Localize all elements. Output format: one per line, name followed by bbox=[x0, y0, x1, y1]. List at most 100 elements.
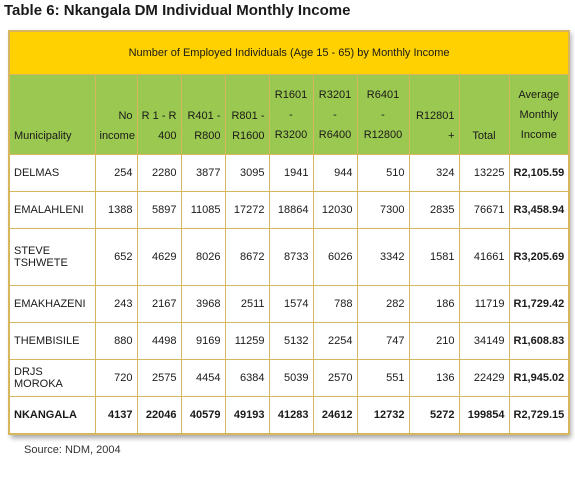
header-line: - bbox=[289, 108, 293, 121]
value-cell: 40579 bbox=[180, 396, 226, 435]
header-line: R1601 bbox=[274, 88, 308, 101]
value-cell: 8026 bbox=[180, 228, 226, 286]
value-cell: 199854 bbox=[458, 396, 510, 435]
value-cell: 210 bbox=[408, 321, 460, 361]
average-income-cell: R1,945.02 bbox=[508, 359, 570, 398]
header-line: Income bbox=[520, 128, 557, 141]
value-cell: 3968 bbox=[180, 284, 226, 323]
value-cell: 510 bbox=[356, 153, 410, 193]
header-line: Monthly bbox=[519, 108, 559, 121]
average-income-cell: R2,729.15 bbox=[508, 396, 570, 435]
table-row: NKANGALA 4137 22046 40579 49193 41283 24612 127… bbox=[8, 396, 570, 435]
value-cell: 282 bbox=[356, 284, 410, 323]
value-cell: 3342 bbox=[356, 228, 410, 286]
municipality-cell: NKANGALA bbox=[8, 396, 96, 435]
value-cell: 2570 bbox=[312, 359, 358, 398]
table-row: STEVE TSHWETE 652 4629 8026 8672 8733 6026 3342… bbox=[8, 228, 570, 286]
value-cell: 13225 bbox=[458, 153, 510, 193]
table-title: Table 6: Nkangala DM Individual Monthly … bbox=[4, 2, 351, 19]
value-cell: 41283 bbox=[268, 396, 314, 435]
value-cell: 6384 bbox=[224, 359, 270, 398]
value-cell: 5039 bbox=[268, 359, 314, 398]
header-no-income: No income bbox=[94, 74, 138, 155]
value-cell: 4137 bbox=[94, 396, 138, 435]
value-cell: 944 bbox=[312, 153, 358, 193]
municipality-cell: DELMAS bbox=[8, 153, 96, 193]
value-cell: 186 bbox=[408, 284, 460, 323]
value-cell: 41661 bbox=[458, 228, 510, 286]
value-cell: 4629 bbox=[136, 228, 182, 286]
income-table-container: Number of Employed Individuals (Age 15 -… bbox=[8, 30, 571, 435]
header-r12801-plus: R12801 + bbox=[408, 74, 460, 155]
source-note: Source: NDM, 2004 bbox=[24, 444, 121, 456]
value-cell: 8733 bbox=[268, 228, 314, 286]
header-line: R3201 bbox=[318, 88, 352, 101]
value-cell: 747 bbox=[356, 321, 410, 361]
table-row: EMAKHAZENI 243 2167 3968 2511 1574 788 282 186 11… bbox=[8, 284, 570, 323]
header-r3201-r6400: R3201 - R6400 bbox=[312, 74, 358, 155]
value-cell: 22046 bbox=[136, 396, 182, 435]
value-cell: 2167 bbox=[136, 284, 182, 323]
value-cell: 11719 bbox=[458, 284, 510, 323]
header-total: Total bbox=[458, 74, 510, 155]
value-cell: 7300 bbox=[356, 191, 410, 230]
header-line: R 1 - R bbox=[141, 110, 177, 122]
header-line: R6401 bbox=[366, 88, 400, 101]
value-cell: 880 bbox=[94, 321, 138, 361]
value-cell: 24612 bbox=[312, 396, 358, 435]
value-cell: 22429 bbox=[458, 359, 510, 398]
header-line: R3200 bbox=[274, 128, 308, 141]
value-cell: 11259 bbox=[224, 321, 270, 361]
value-cell: 9169 bbox=[180, 321, 226, 361]
value-cell: 5132 bbox=[268, 321, 314, 361]
value-cell: 5897 bbox=[136, 191, 182, 230]
value-cell: 17272 bbox=[224, 191, 270, 230]
value-cell: 1581 bbox=[408, 228, 460, 286]
header-line: No bbox=[118, 110, 133, 122]
header-r1601-r3200: R1601 - R3200 bbox=[268, 74, 314, 155]
header-r401-r800: R401 - R800 bbox=[180, 74, 226, 155]
value-cell: 2254 bbox=[312, 321, 358, 361]
value-cell: 4498 bbox=[136, 321, 182, 361]
header-line: R12801 bbox=[415, 110, 455, 122]
municipality-cell: EMALAHLENI bbox=[8, 191, 96, 230]
value-cell: 12030 bbox=[312, 191, 358, 230]
header-municipality: Municipality bbox=[8, 74, 96, 155]
table-row: DELMAS 254 2280 3877 3095 1941 944 510 324 13225 R… bbox=[8, 153, 570, 193]
value-cell: 3877 bbox=[180, 153, 226, 193]
header-line: 400 bbox=[158, 130, 177, 142]
table-row: THEMBISILE 880 4498 9169 11259 5132 2254 747 210… bbox=[8, 321, 570, 361]
average-income-cell: R1,608.83 bbox=[508, 321, 570, 361]
average-income-cell: R1,729.42 bbox=[508, 284, 570, 323]
value-cell: 18864 bbox=[268, 191, 314, 230]
value-cell: 12732 bbox=[356, 396, 410, 435]
header-line: R801 - bbox=[231, 110, 265, 122]
header-line: R1600 bbox=[232, 130, 265, 142]
value-cell: 49193 bbox=[224, 396, 270, 435]
value-cell: 1574 bbox=[268, 284, 314, 323]
header-line: R800 bbox=[194, 130, 221, 142]
value-cell: 243 bbox=[94, 284, 138, 323]
municipality-cell: DRJS MOROKA bbox=[8, 359, 96, 398]
header-average-monthly-income: Average Monthly Income bbox=[508, 74, 570, 155]
header-line: - bbox=[381, 108, 385, 121]
header-line: R401 - bbox=[187, 110, 221, 122]
value-cell: 34149 bbox=[458, 321, 510, 361]
value-cell: 788 bbox=[312, 284, 358, 323]
value-cell: 76671 bbox=[458, 191, 510, 230]
value-cell: 5272 bbox=[408, 396, 460, 435]
value-cell: 136 bbox=[408, 359, 460, 398]
header-line: Municipality bbox=[14, 130, 72, 142]
average-income-cell: R3,205.69 bbox=[508, 228, 570, 286]
header-r1-r400: R 1 - R 400 bbox=[136, 74, 182, 155]
value-cell: 551 bbox=[356, 359, 410, 398]
value-cell: 2575 bbox=[136, 359, 182, 398]
value-cell: 254 bbox=[94, 153, 138, 193]
header-r6401-r12800: R6401 - R12800 bbox=[356, 74, 410, 155]
value-cell: 3095 bbox=[224, 153, 270, 193]
value-cell: 1941 bbox=[268, 153, 314, 193]
municipality-cell: STEVE TSHWETE bbox=[8, 228, 96, 286]
value-cell: 720 bbox=[94, 359, 138, 398]
income-table: Number of Employed Individuals (Age 15 -… bbox=[8, 30, 571, 435]
table-row: EMALAHLENI 1388 5897 11085 17272 18864 12030 73… bbox=[8, 191, 570, 230]
